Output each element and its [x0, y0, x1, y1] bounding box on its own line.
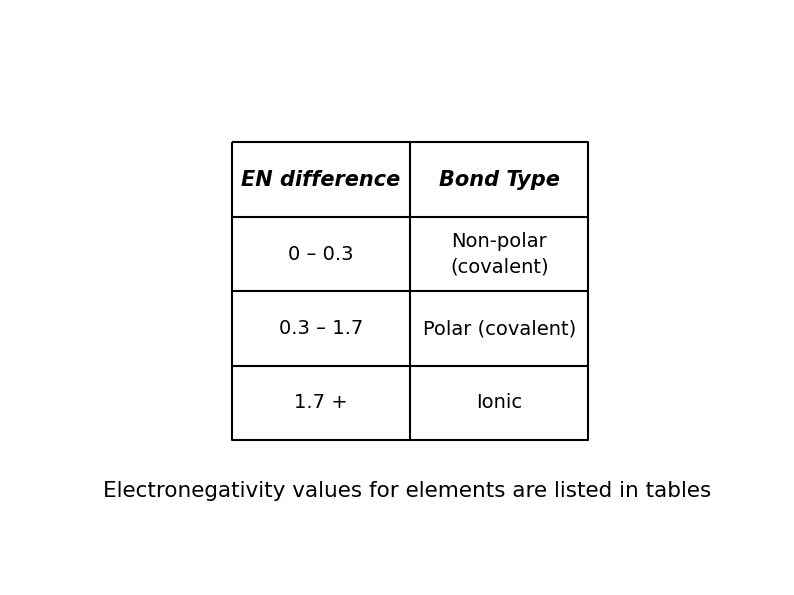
- Text: 0.3 – 1.7: 0.3 – 1.7: [279, 319, 363, 338]
- Text: EN difference: EN difference: [241, 170, 400, 190]
- Text: Non-polar
(covalent): Non-polar (covalent): [450, 232, 549, 276]
- Text: Polar (covalent): Polar (covalent): [422, 319, 576, 338]
- Text: 0 – 0.3: 0 – 0.3: [288, 245, 353, 264]
- Text: Electronegativity values for elements are listed in tables: Electronegativity values for elements ar…: [102, 481, 711, 500]
- Text: 1.7 +: 1.7 +: [294, 393, 348, 412]
- Text: Ionic: Ionic: [476, 393, 522, 412]
- Text: Bond Type: Bond Type: [439, 170, 560, 190]
